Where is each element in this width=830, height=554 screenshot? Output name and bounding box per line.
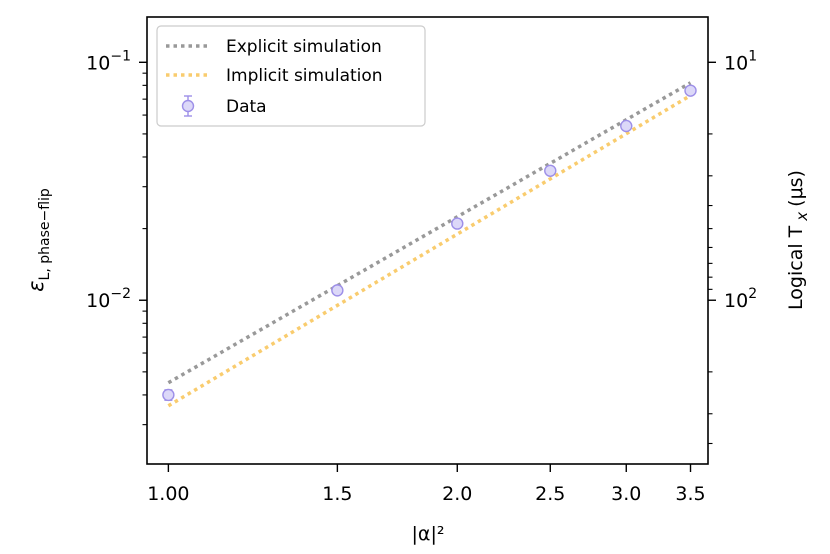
data-point-1 [331, 284, 344, 297]
y-left-tick-label-0: 10−2 [86, 286, 131, 312]
x-tick-label-1: 1.5 [322, 483, 352, 505]
series-layer [162, 81, 697, 408]
legend-label-implicit: Implicit simulation [226, 66, 383, 86]
y-axis-label-right: Logical Tx(μs) [785, 170, 811, 310]
legend-swatch-data [181, 95, 195, 117]
y-left-tick-label-1: 10−1 [86, 48, 131, 74]
legend-label-explicit: Explicit simulation [226, 37, 382, 57]
data-point-3 [544, 164, 557, 177]
x-tick-label-0: 1.00 [147, 483, 189, 505]
legend-box [156, 25, 426, 127]
series-line-implicit-simulation [167, 94, 692, 408]
x-tick-label-2: 2.0 [442, 483, 472, 505]
x-axis-label: |α|² [412, 523, 445, 545]
data-point-4 [620, 119, 633, 133]
data-point-5 [684, 84, 697, 97]
plot-frame [146, 16, 709, 465]
y-right-tick-label-1: 102 [724, 286, 757, 312]
legend-label-data: Data [226, 97, 267, 117]
data-point-2 [451, 217, 464, 230]
data-point-0 [162, 388, 175, 402]
series-line-explicit-simulation [167, 81, 692, 385]
y-axis-label-left: εL, phase−flip [24, 188, 53, 292]
y-right-tick-label-0: 101 [724, 48, 757, 74]
x-tick-label-3: 2.5 [535, 483, 565, 505]
x-tick-label-4: 3.0 [611, 483, 641, 505]
x-tick-label-5: 3.5 [675, 483, 705, 505]
legend: Explicit simulation Implicit simulation … [156, 25, 426, 127]
